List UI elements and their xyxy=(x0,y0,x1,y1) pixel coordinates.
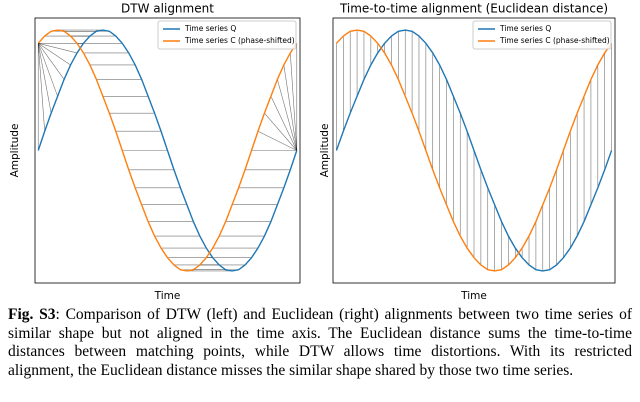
plot-frame xyxy=(332,17,616,284)
alignment-line xyxy=(37,43,52,114)
plot-frame xyxy=(34,17,301,284)
legend-label: Time series C (phase-shifted) xyxy=(184,36,295,45)
alignment-line xyxy=(277,79,298,151)
chart-title: DTW alignment xyxy=(121,2,214,16)
alignment-line xyxy=(38,43,71,66)
figure: DTW alignment Time Amplitude Time series Q T… xyxy=(9,2,616,302)
alignment-line xyxy=(37,43,58,97)
alignment-line xyxy=(38,43,78,54)
y-axis-label: Amplitude xyxy=(319,124,331,178)
series-line xyxy=(335,29,613,272)
caption-text: : Comparison of DTW (left) and Euclidean… xyxy=(8,306,632,379)
series-line xyxy=(37,29,298,272)
y-axis-label: Amplitude xyxy=(9,124,21,178)
caption: Fig. S3: Comparison of DTW (left) and Eu… xyxy=(8,306,632,380)
x-axis-label: Time xyxy=(460,290,487,302)
legend-label: Time series Q xyxy=(499,24,551,33)
caption-label: Fig. S3 xyxy=(8,306,56,323)
legend-label: Time series C (phase-shifted) xyxy=(499,36,610,45)
alignment-line xyxy=(37,43,65,80)
legend-box xyxy=(472,20,612,50)
alignment-line xyxy=(290,52,298,151)
legend-label: Time series Q xyxy=(184,24,236,33)
alignment-line xyxy=(257,130,297,151)
series-line xyxy=(37,29,298,272)
alignment-line xyxy=(283,64,298,151)
series-line xyxy=(335,29,613,272)
alignment-line xyxy=(270,96,298,151)
alignment-line xyxy=(264,112,297,151)
chart-title: Time-to-time alignment (Euclidean distan… xyxy=(339,2,608,16)
x-axis-label: Time xyxy=(154,290,181,302)
alignment-line xyxy=(37,43,45,132)
legend-box xyxy=(157,20,297,50)
